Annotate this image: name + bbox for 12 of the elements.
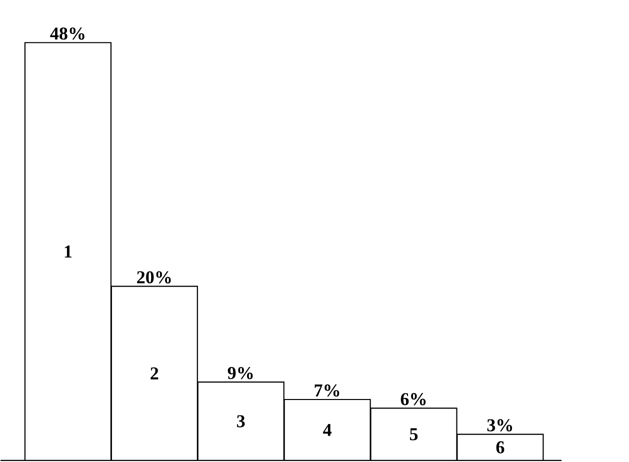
x-tick-label: 3: [237, 415, 245, 428]
x-tick-label: 6: [496, 441, 504, 454]
data-label: 20%: [137, 271, 171, 284]
data-label: 48%: [50, 27, 84, 40]
x-tick-label: 2: [150, 367, 158, 380]
data-label: 3%: [487, 419, 512, 432]
x-tick-label: 1: [64, 245, 72, 258]
x-tick-label: 4: [323, 424, 332, 436]
data-label: 9%: [228, 366, 253, 380]
data-label: 6%: [400, 392, 426, 406]
x-tick-label: 5: [410, 428, 418, 440]
data-label: 7%: [314, 384, 340, 396]
